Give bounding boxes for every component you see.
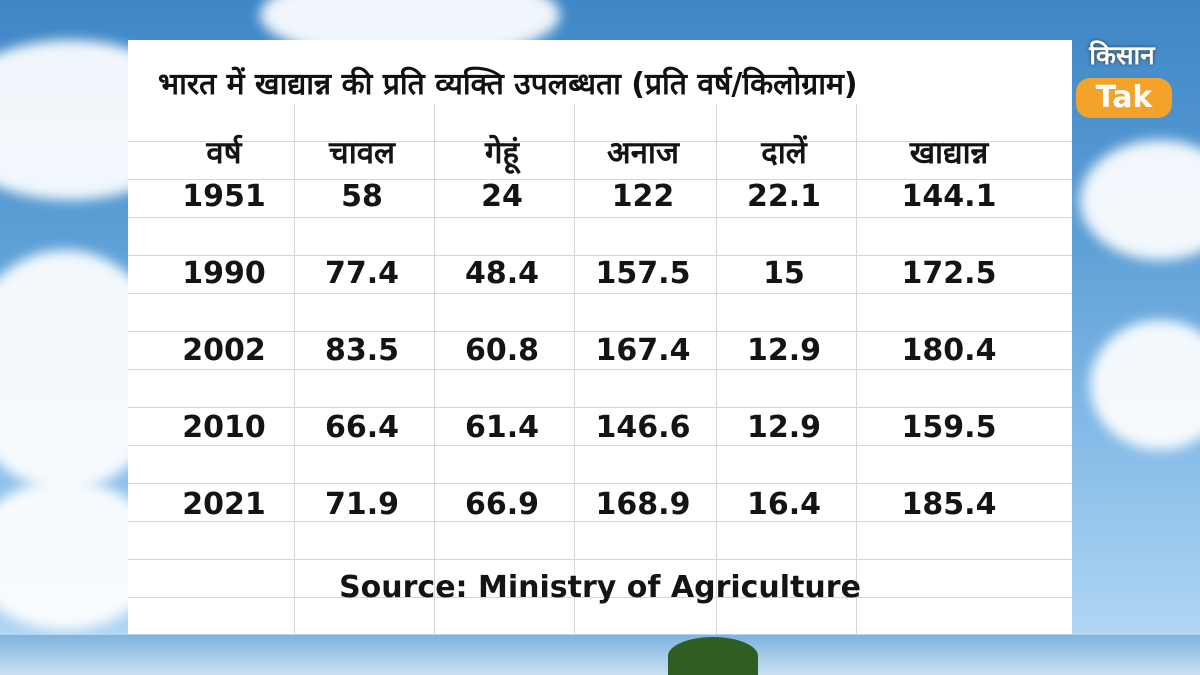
data-table: वर्ष चावल गेहूं अनाज दालें खाद्यान्न 1951 58 24 1… [156, 138, 1044, 567]
table-cell: 61.4 [464, 410, 540, 445]
table-cell: 12.9 [746, 410, 822, 445]
table-cell: 77.4 [324, 256, 400, 291]
brand-logo: किसान Tak [1070, 36, 1174, 126]
horizon [0, 635, 1200, 675]
tree-decoration [668, 637, 758, 675]
table-cell: 71.9 [324, 487, 400, 522]
logo-badge: Tak [1076, 78, 1172, 118]
table-cell: 168.9 [595, 487, 691, 522]
table-cell: 48.4 [464, 256, 540, 291]
table-row-year: 1951 [182, 179, 266, 214]
table-header-cell: दालें [761, 135, 807, 171]
table-cell: 66.9 [464, 487, 540, 522]
table-cell: 58 [341, 179, 383, 214]
table-cell: 180.4 [901, 333, 997, 368]
table-header-cell: गेहूं [485, 135, 519, 171]
table-cell: 146.6 [595, 410, 691, 445]
data-table-card: भारत में खाद्यान्न की प्रति व्यक्ति उपलब… [128, 40, 1072, 634]
table-cell: 24 [481, 179, 523, 214]
table-cell: 16.4 [746, 487, 822, 522]
table-header-cell: अनाज [607, 135, 679, 171]
table-cell: 15 [763, 256, 805, 291]
table-cell: 167.4 [595, 333, 691, 368]
table-cell: 159.5 [901, 410, 997, 445]
table-cell: 185.4 [901, 487, 997, 522]
table-cell: 157.5 [595, 256, 691, 291]
table-cell: 22.1 [746, 179, 822, 214]
table-cell: 172.5 [901, 256, 997, 291]
table-row-year: 2002 [182, 333, 266, 368]
cloud-decoration [1090, 320, 1200, 450]
table-cell: 122 [611, 179, 675, 214]
logo-hindi-text: किसान [1089, 41, 1155, 71]
source-note: Source: Ministry of Agriculture [339, 570, 861, 605]
table-row-year: 2010 [182, 410, 266, 445]
table-header-cell: वर्ष [206, 135, 242, 171]
cloud-decoration [1080, 140, 1200, 260]
table-title: भारत में खाद्यान्न की प्रति व्यक्ति उपलब… [158, 67, 858, 102]
table-header-cell: चावल [329, 135, 395, 171]
table-row-year: 1990 [182, 256, 266, 291]
table-row-year: 2021 [182, 487, 266, 522]
table-cell: 83.5 [324, 333, 400, 368]
table-cell: 60.8 [464, 333, 540, 368]
table-header-cell: खाद्यान्न [909, 135, 989, 171]
table-cell: 144.1 [901, 179, 997, 214]
table-cell: 12.9 [746, 333, 822, 368]
table-cell: 66.4 [324, 410, 400, 445]
